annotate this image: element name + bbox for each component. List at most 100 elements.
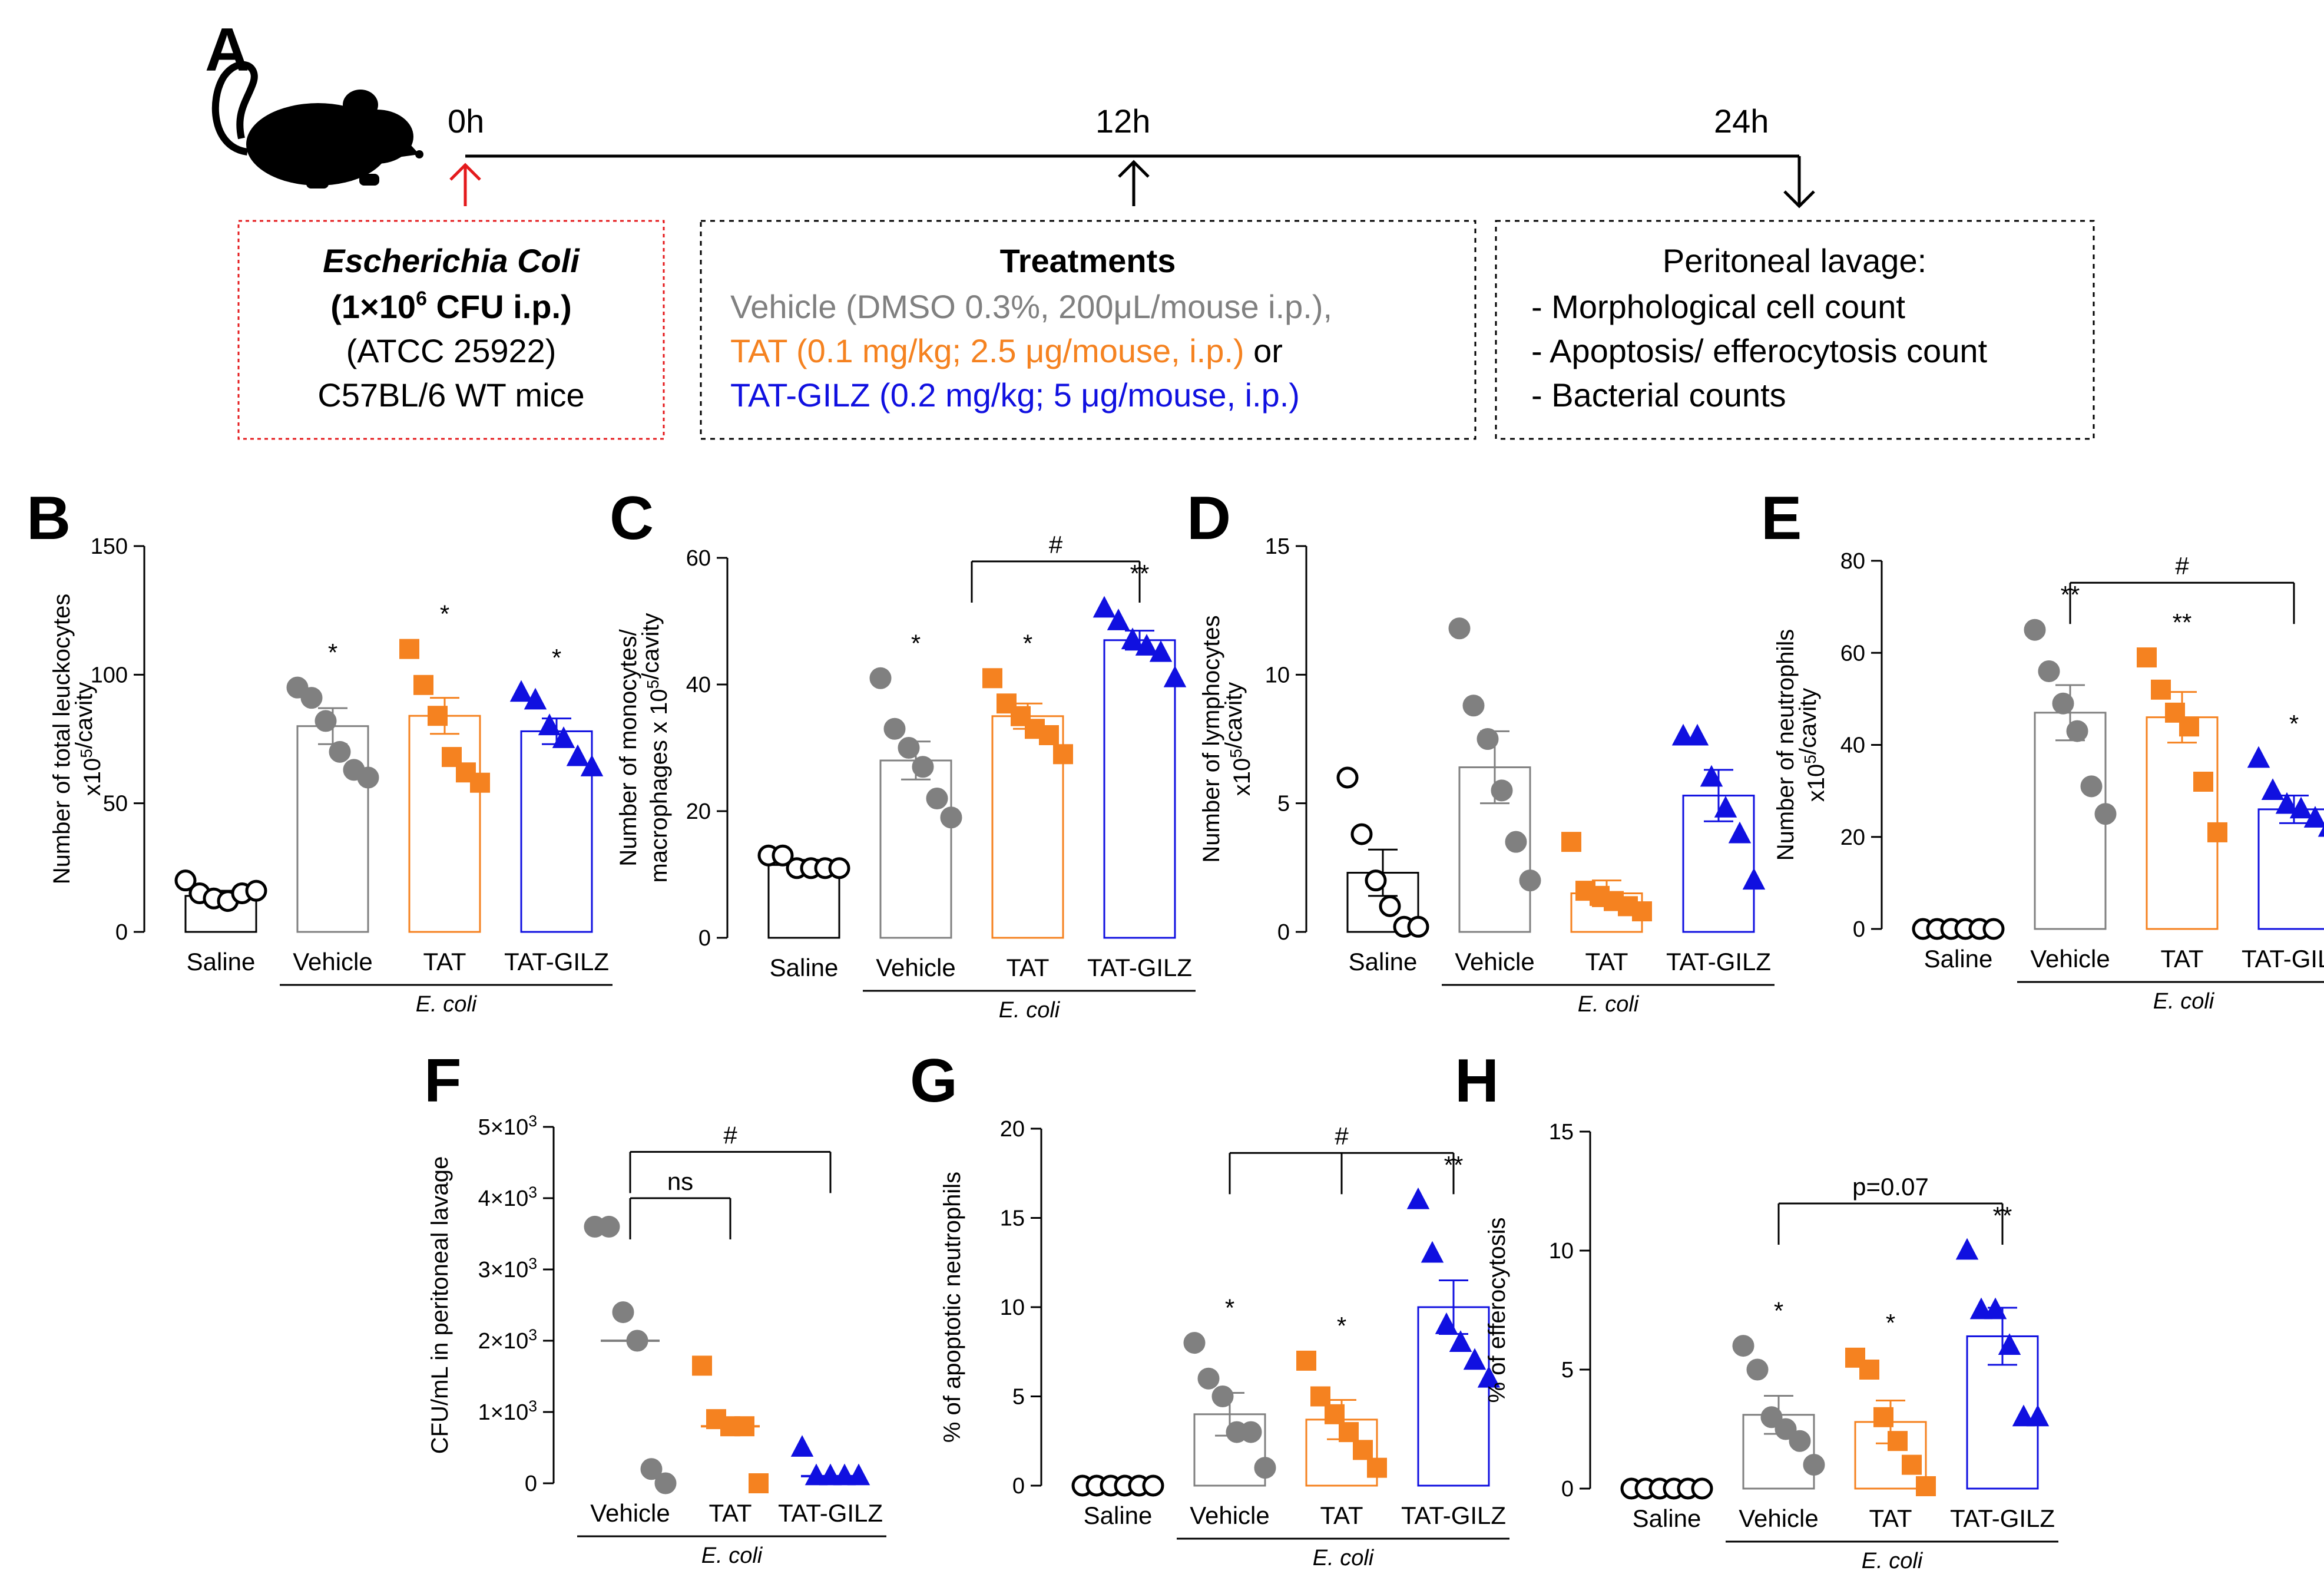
x-category-label: Saline	[1924, 945, 1993, 973]
data-point	[1477, 1365, 1501, 1388]
bracket-label: #	[1049, 531, 1063, 558]
data-point	[314, 710, 337, 732]
x-category-label: Vehicle	[1739, 1504, 1818, 1532]
data-point	[1671, 723, 1695, 746]
significance-marker: *	[1023, 629, 1032, 657]
data-point	[286, 676, 309, 699]
data-point	[1714, 796, 1737, 818]
data-point	[413, 674, 433, 695]
data-point	[1463, 1348, 1487, 1370]
y-tick-label: 3×103	[478, 1255, 537, 1282]
y-tick-label: 10	[1265, 663, 1290, 687]
y-axis-label: % of efferocytosis	[1484, 1218, 1510, 1403]
panel-letter-g: G	[910, 1047, 958, 1115]
data-point	[1310, 1386, 1330, 1407]
y-axis-label: macrophages x 105/cavity	[638, 613, 672, 882]
data-point	[1093, 596, 1116, 618]
y-axis-label: % of apoptotic neutrophils	[939, 1172, 965, 1443]
data-point	[1197, 1367, 1220, 1390]
x-category-label: TAT-GILZ	[1087, 954, 1192, 981]
chart-d: D 0 5 10 15 Number of lymphocytes x105/cavity S…	[1187, 484, 1775, 1017]
group-label: E. coli	[416, 992, 478, 1017]
data-point	[1149, 640, 1173, 662]
data-point	[1955, 1238, 1979, 1260]
data-point	[329, 740, 351, 763]
y-tick-label: 60	[1840, 641, 1865, 666]
data-point	[1462, 695, 1485, 717]
lavage-box	[1495, 220, 2095, 440]
data-point	[2012, 1404, 2035, 1427]
data-point	[912, 756, 934, 778]
y-tick-label: 10	[1000, 1295, 1025, 1320]
y-axis-label: x105/cavity	[1221, 682, 1255, 796]
data-point	[1760, 1406, 1783, 1428]
panel-letter-c: C	[610, 484, 654, 553]
panel-letter-e: E	[1761, 484, 1802, 553]
group-label: E. coli	[701, 1543, 763, 1568]
x-category-label: Saline	[1349, 948, 1418, 976]
x-category-label: Saline	[770, 954, 839, 981]
data-point	[2193, 772, 2213, 792]
chart-e: E 0 20 40 60 80 Number of neutrophils x105/cavi…	[1761, 484, 2324, 1014]
data-point	[1505, 831, 1527, 853]
panel-letter-h: H	[1455, 1047, 1499, 1115]
significance-marker: *	[328, 639, 337, 666]
y-tick-label: 15	[1265, 534, 1290, 559]
data-point	[1336, 766, 1359, 789]
significance-marker: *	[1774, 1297, 1783, 1325]
y-tick-label: 1×103	[478, 1397, 537, 1425]
data-point	[1163, 665, 1187, 687]
data-point	[2052, 692, 2074, 715]
data-point	[2261, 778, 2285, 801]
data-point	[2318, 825, 2324, 837]
chart-h: H 0 5 10 15 % of efferocytosis Saline * Vehicle *…	[1455, 1047, 2058, 1573]
infection-title: Escherichia Coli	[323, 242, 580, 279]
data-point	[847, 1463, 870, 1486]
data-point	[2303, 806, 2324, 828]
data-point	[428, 706, 448, 726]
y-axis-label: x105/cavity	[1795, 688, 1829, 802]
x-category-label: TAT-GILZ	[778, 1499, 883, 1527]
group-label: E. coli	[2153, 989, 2215, 1014]
data-point	[1998, 1333, 2021, 1355]
data-point	[2207, 822, 2227, 842]
data-point	[524, 687, 547, 710]
data-point	[1916, 1476, 1936, 1496]
x-category-label: Saline	[1633, 1504, 1701, 1532]
y-tick-label: 50	[103, 792, 128, 816]
x-category-label: TAT	[1585, 948, 1628, 976]
data-point	[2289, 796, 2313, 819]
y-tick-label: 150	[91, 534, 128, 559]
significance-marker: *	[1337, 1312, 1346, 1340]
y-tick-label: 5	[1561, 1358, 1574, 1383]
data-point	[1859, 1360, 1879, 1380]
data-point	[1039, 725, 1059, 745]
chart-c: C 0 20 40 60 Number of monocytes/macrophages …	[610, 484, 1196, 1023]
lavage-title: Peritoneal lavage:	[1663, 242, 1926, 279]
y-tick-label: 0	[115, 920, 128, 945]
lavage-item: - Bacterial counts	[1531, 376, 1786, 414]
data-point	[1449, 1330, 1472, 1352]
y-axis-label: CFU/mL in peritoneal lavage	[427, 1156, 453, 1454]
data-point	[1350, 823, 1373, 845]
data-point	[828, 857, 850, 879]
arrow-0h-icon	[449, 163, 481, 206]
data-point	[626, 1330, 648, 1352]
data-point	[1435, 1312, 1458, 1334]
data-point	[883, 717, 906, 740]
bar	[2034, 712, 2107, 930]
data-point	[1803, 1454, 1825, 1476]
data-point	[1746, 1358, 1769, 1381]
y-tick-label: 20	[1000, 1117, 1025, 1142]
data-point	[790, 1435, 814, 1457]
y-tick-label: 20	[686, 799, 711, 824]
data-point	[1353, 1440, 1373, 1460]
bracket-label: p=0.07	[1852, 1173, 1929, 1201]
lavage-item: - Apoptosis/ efferocytosis count	[1531, 332, 1987, 369]
panel-letter-b: B	[27, 484, 71, 553]
data-point	[2026, 1404, 2050, 1427]
data-point	[2066, 720, 2088, 742]
data-point	[1969, 1297, 1993, 1320]
treatments-title: Treatments	[1000, 242, 1176, 279]
y-tick-label: 40	[686, 673, 711, 697]
